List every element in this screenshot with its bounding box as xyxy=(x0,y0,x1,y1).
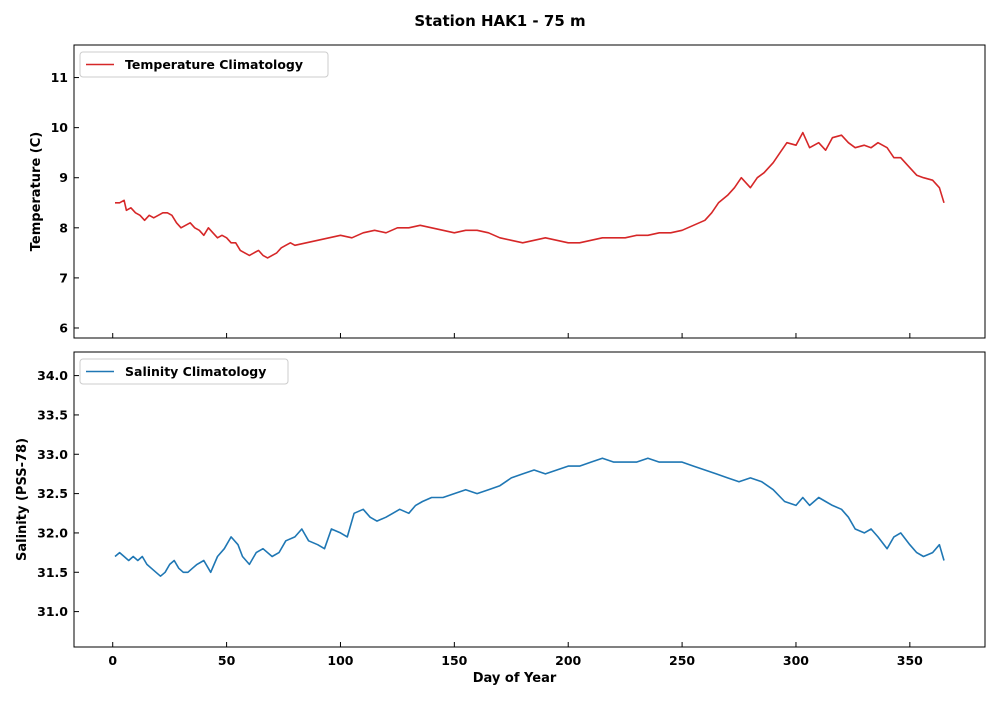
panels: 6 7 8 9 10 11 Temperature (C) Temperature Clima… xyxy=(15,44,986,686)
panel-frame xyxy=(73,44,986,339)
legend-box xyxy=(79,51,329,78)
x-tick-label: 250 xyxy=(669,653,695,668)
legend-box xyxy=(79,358,289,385)
y-tick-label: 9 xyxy=(59,170,68,185)
x-tick-label: 200 xyxy=(555,653,581,668)
series-line-salinity xyxy=(114,457,945,578)
legend-label: Temperature Climatology xyxy=(125,57,303,72)
y-tick-label: 32.5 xyxy=(37,486,68,501)
legend: Temperature Climatology xyxy=(79,51,329,78)
x-tick-label: 150 xyxy=(441,653,467,668)
y-tick-label: 31.0 xyxy=(37,604,68,619)
y-axis-label: Temperature (C) xyxy=(29,132,44,251)
panel-2: 0 50 100 150 200 250 300 350 31.0 31.5 32.0 32.5 33.… xyxy=(15,351,986,686)
y-tick-label: 10 xyxy=(51,120,69,135)
legend-label: Salinity Climatology xyxy=(125,364,266,379)
series-line-temperature xyxy=(115,131,945,259)
y-tick-label: 31.5 xyxy=(37,565,68,580)
y-tick-label: 34.0 xyxy=(37,368,68,383)
y-tick-label: 8 xyxy=(59,220,68,235)
x-tick-label: 300 xyxy=(783,653,809,668)
y-tick-label: 33.5 xyxy=(37,407,68,422)
y-tick-label: 11 xyxy=(51,70,68,85)
panel-frame xyxy=(73,351,986,648)
x-tick-label: 100 xyxy=(327,653,353,668)
figure-title: Station HAK1 - 75 m xyxy=(414,12,585,30)
y-tick-label: 7 xyxy=(59,270,68,285)
x-tick-label: 0 xyxy=(108,653,117,668)
panel-1: 6 7 8 9 10 11 Temperature (C) Temperature Clima… xyxy=(29,44,986,339)
y-tick-label: 6 xyxy=(59,320,68,335)
x-tick-label: 350 xyxy=(897,653,923,668)
x-axis-label: Day of Year xyxy=(473,671,557,686)
y-axis-label: Salinity (PSS-78) xyxy=(15,438,30,561)
y-tick-label: 32.0 xyxy=(37,525,68,540)
y-tick-label: 33.0 xyxy=(37,447,68,462)
legend: Salinity Climatology xyxy=(79,358,289,385)
x-tick-label: 50 xyxy=(218,653,236,668)
